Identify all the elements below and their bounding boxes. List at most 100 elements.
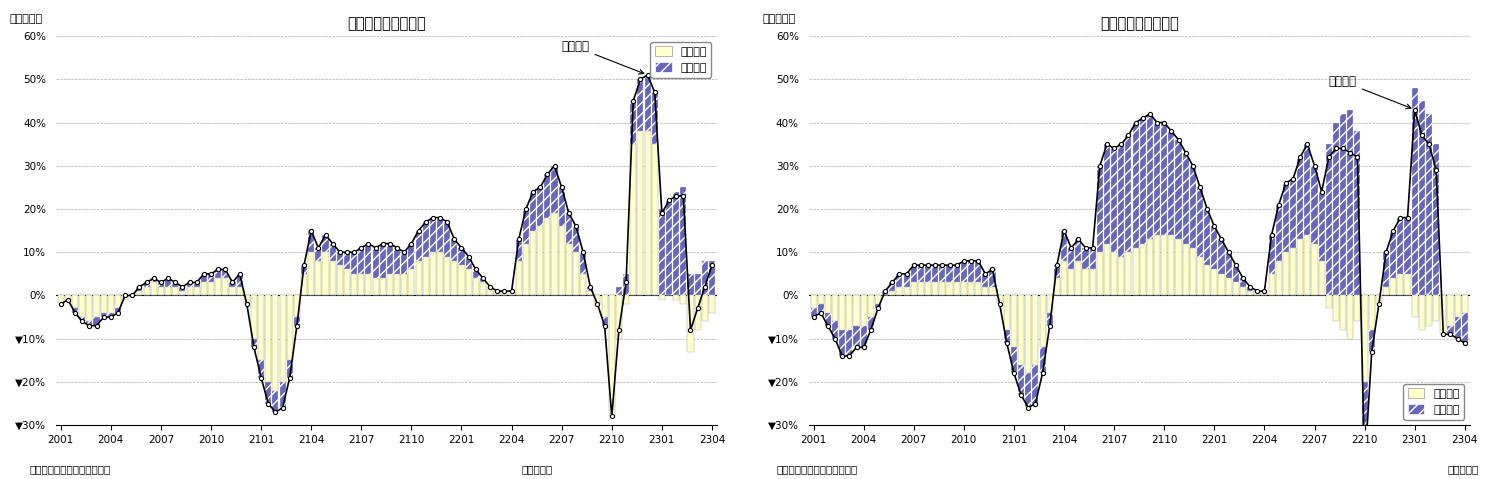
Bar (659, 209, 665, 296)
Bar (179, 287, 185, 291)
Bar (64, 296, 70, 300)
Bar (904, 274, 910, 287)
Bar (200, 274, 206, 283)
Bar (932, 265, 938, 283)
Bar (1068, 270, 1074, 296)
Bar (832, 296, 838, 321)
Bar (580, 252, 586, 274)
Bar (961, 261, 967, 283)
Bar (1268, 235, 1274, 274)
Bar (989, 287, 995, 296)
Bar (72, 308, 78, 313)
Bar (179, 291, 185, 296)
Bar (194, 283, 200, 287)
Bar (480, 278, 486, 283)
Bar (917, 283, 923, 296)
Bar (1276, 261, 1282, 296)
Bar (1089, 248, 1095, 270)
Bar (351, 274, 357, 296)
Bar (572, 226, 580, 252)
Bar (1212, 270, 1218, 296)
Bar (846, 296, 853, 330)
Bar (1419, 296, 1425, 330)
Bar (402, 252, 408, 274)
Bar (602, 296, 608, 317)
Bar (1276, 205, 1282, 261)
Bar (1376, 296, 1382, 304)
Bar (215, 278, 221, 296)
Bar (215, 270, 221, 278)
Bar (896, 287, 902, 296)
Bar (1369, 330, 1374, 352)
Bar (1197, 257, 1203, 296)
Bar (451, 239, 457, 261)
Bar (1333, 296, 1339, 321)
Bar (644, 131, 650, 296)
Bar (832, 321, 838, 339)
Bar (515, 261, 521, 296)
Bar (323, 252, 329, 296)
Bar (674, 296, 680, 300)
Bar (572, 252, 580, 296)
Bar (151, 278, 157, 283)
Bar (976, 283, 982, 296)
Bar (379, 278, 385, 296)
Bar (359, 274, 365, 296)
Bar (638, 80, 644, 131)
Bar (187, 283, 193, 287)
Bar (1011, 296, 1017, 347)
Bar (811, 296, 817, 308)
Bar (982, 274, 989, 287)
Bar (1355, 131, 1361, 296)
Bar (544, 217, 550, 296)
Bar (1004, 296, 1010, 330)
Bar (840, 296, 846, 330)
Bar (674, 192, 680, 296)
Bar (472, 270, 480, 278)
Bar (1325, 296, 1331, 308)
Bar (1147, 239, 1153, 296)
Bar (294, 317, 300, 326)
Bar (466, 270, 472, 296)
Bar (1289, 248, 1297, 296)
Bar (1025, 296, 1031, 373)
Bar (911, 283, 917, 296)
Text: 輸出金額: 輸出金額 (562, 40, 644, 74)
Bar (523, 243, 529, 296)
Bar (1011, 347, 1017, 373)
Bar (108, 313, 114, 317)
Bar (279, 296, 285, 382)
Bar (1233, 283, 1239, 296)
Bar (287, 296, 293, 360)
Bar (968, 283, 974, 296)
Bar (875, 304, 881, 308)
Bar (459, 248, 465, 265)
Bar (94, 296, 100, 317)
Bar (294, 296, 300, 317)
Bar (1068, 248, 1074, 270)
Bar (932, 283, 938, 296)
Bar (436, 252, 444, 296)
Bar (1312, 166, 1318, 243)
Bar (1032, 365, 1038, 403)
Bar (472, 278, 480, 296)
Bar (87, 321, 93, 326)
Bar (251, 296, 257, 339)
Bar (904, 287, 910, 296)
Bar (1391, 278, 1397, 296)
Bar (953, 265, 959, 283)
Bar (515, 239, 521, 261)
Bar (1297, 157, 1303, 239)
Bar (1112, 252, 1118, 296)
Bar (896, 274, 902, 287)
Bar (968, 261, 974, 283)
Bar (1240, 287, 1246, 296)
Bar (480, 283, 486, 296)
Bar (817, 304, 823, 313)
Bar (387, 243, 393, 274)
Bar (1183, 243, 1189, 296)
Title: 輸出金額の要因分解: 輸出金額の要因分解 (347, 16, 426, 31)
Bar (1132, 248, 1138, 296)
Bar (1261, 291, 1267, 296)
Text: 輸入金額: 輸入金額 (1328, 75, 1410, 109)
